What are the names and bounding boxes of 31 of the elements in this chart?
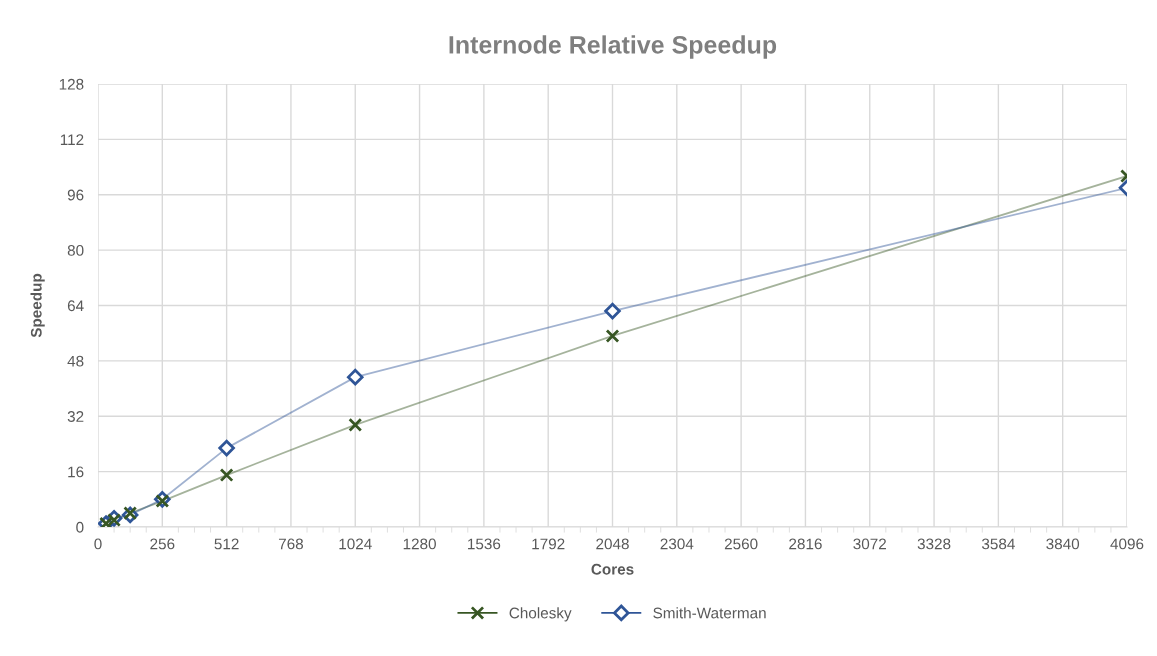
y-tick-label: 112 bbox=[60, 134, 84, 145]
x-tick-label: 3840 bbox=[1046, 538, 1080, 550]
y-tick-label: 16 bbox=[68, 466, 84, 478]
x-tick-label: 1280 bbox=[403, 538, 436, 550]
x-tick-label: 2560 bbox=[724, 538, 758, 550]
x-tick-label: 2816 bbox=[789, 538, 822, 550]
x-tick-label: 512 bbox=[214, 538, 239, 550]
x-axis-title: Cores bbox=[591, 563, 634, 575]
x-tick-label: 4096 bbox=[1110, 538, 1144, 550]
x-tick-label: 1024 bbox=[339, 538, 372, 550]
y-tick-label: 0 bbox=[76, 521, 84, 533]
y-tick-label: 32 bbox=[67, 411, 84, 422]
x-tick-label: 1792 bbox=[532, 538, 565, 550]
x-tick-label: 0 bbox=[94, 538, 102, 550]
y-tick-label: 64 bbox=[67, 300, 84, 312]
y-tick-label: 96 bbox=[67, 189, 84, 201]
x-tick-label: 768 bbox=[278, 538, 304, 550]
legend-label: Cholesky bbox=[509, 607, 572, 622]
x-tick-label: 2304 bbox=[660, 538, 694, 550]
x-tick-label: 1536 bbox=[468, 538, 501, 550]
y-tick-label: 48 bbox=[67, 355, 84, 367]
chart-title: Internode Relative Speedup bbox=[449, 35, 777, 59]
y-axis-title: Speedup bbox=[30, 273, 45, 338]
y-tick-label: 80 bbox=[67, 244, 84, 256]
x-tick-label: 2048 bbox=[596, 538, 629, 550]
x-tick-label: 3328 bbox=[917, 538, 951, 550]
x-tick-label: 3072 bbox=[853, 538, 886, 550]
x-tick-label: 3584 bbox=[981, 538, 1015, 550]
y-tick-label: 128 bbox=[59, 78, 84, 90]
x-tick-label: 256 bbox=[150, 538, 175, 550]
legend-label: Smith-Waterman bbox=[653, 607, 766, 619]
